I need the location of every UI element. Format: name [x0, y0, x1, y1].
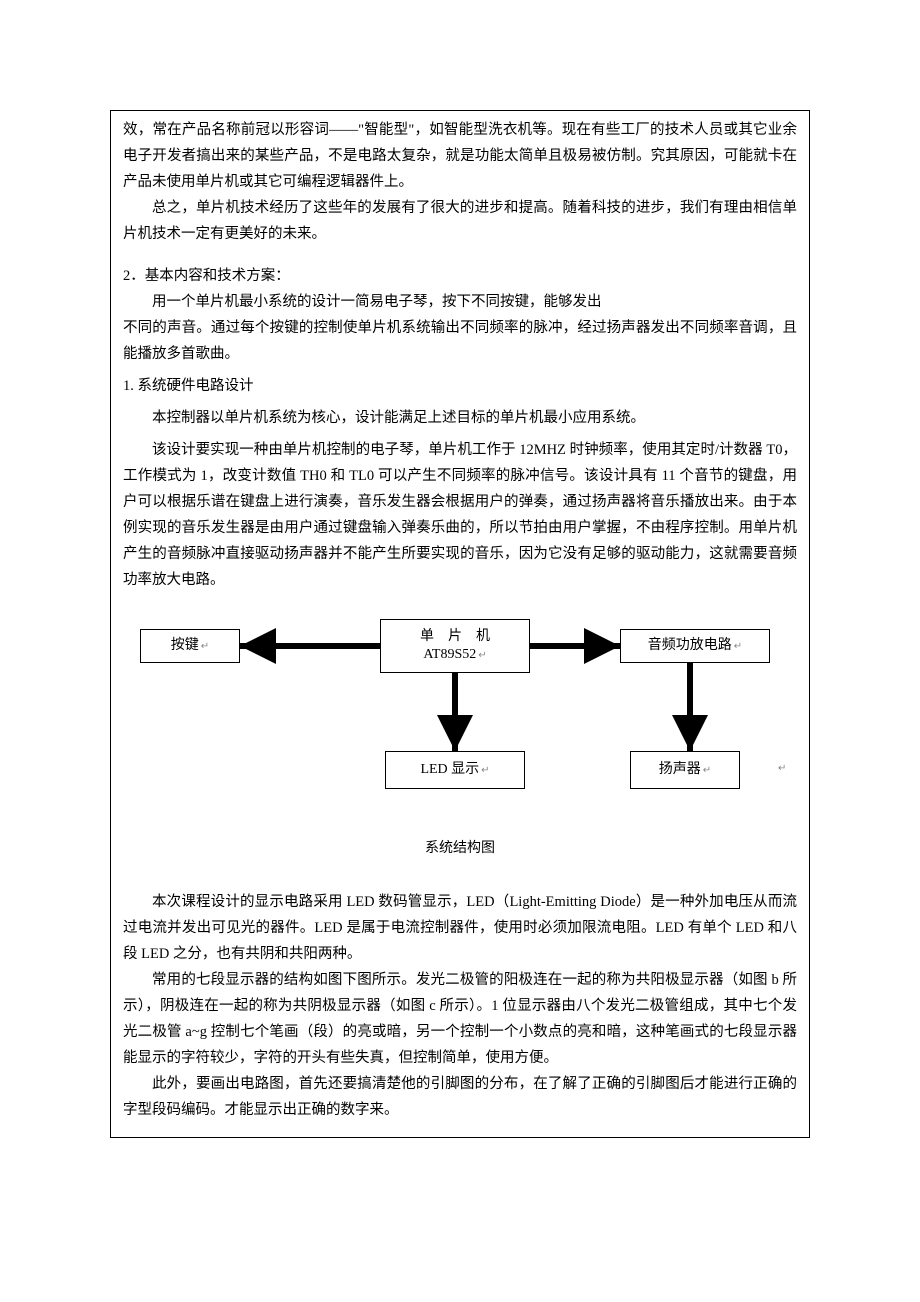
spacer: [123, 247, 797, 263]
section-hw-title: 1. 系统硬件电路设计: [123, 373, 797, 399]
node-keys-label: 按键: [171, 637, 209, 656]
node-mcu-label-2: AT89S52: [423, 646, 486, 665]
section-2-title: 2．基本内容和技术方案：: [123, 263, 797, 289]
content-frame: 效，常在产品名称前冠以形容词——"智能型"，如智能型洗衣机等。现在有些工厂的技术…: [110, 110, 810, 1138]
stray-return-mark: ↵: [778, 763, 786, 774]
node-speaker-label: 扬声器: [659, 761, 711, 780]
node-led-label: LED 显示: [420, 761, 489, 780]
system-structure-diagram: 按键 单 片 机 AT89S52 音频功放电路 LED 显示 扬声器 ↵: [130, 611, 790, 831]
paragraph-7: 常用的七段显示器的结构如图下图所示。发光二极管的阳极连在一起的称为共阳极显示器（…: [123, 967, 797, 1071]
paragraph-2: 总之，单片机技术经历了这些年的发展有了很大的进步和提高。随着科技的进步，我们有理…: [123, 195, 797, 247]
diagram-caption: 系统结构图: [123, 837, 797, 857]
node-mcu: 单 片 机 AT89S52: [380, 619, 530, 673]
node-keys: 按键: [140, 629, 240, 663]
paragraph-3b: 不同的声音。通过每个按键的控制使单片机系统输出不同频率的脉冲，经过扬声器发出不同…: [123, 315, 797, 367]
node-amp-label: 音频功放电路: [648, 637, 742, 656]
paragraph-1: 效，常在产品名称前冠以形容词——"智能型"，如智能型洗衣机等。现在有些工厂的技术…: [123, 117, 797, 195]
node-mcu-label-1: 单 片 机: [420, 628, 490, 646]
paragraph-6: 本次课程设计的显示电路采用 LED 数码管显示，LED（Light-Emitti…: [123, 889, 797, 967]
page: 效，常在产品名称前冠以形容词——"智能型"，如智能型洗衣机等。现在有些工厂的技术…: [0, 0, 920, 1258]
node-amp: 音频功放电路: [620, 629, 770, 663]
paragraph-3a: 用一个单片机最小系统的设计一简易电子琴，按下不同按键，能够发出: [123, 289, 797, 315]
paragraph-4: 本控制器以单片机系统为核心，设计能满足上述目标的单片机最小应用系统。: [123, 405, 797, 431]
paragraph-8: 此外，要画出电路图，首先还要搞清楚他的引脚图的分布，在了解了正确的引脚图后才能进…: [123, 1071, 797, 1123]
node-speaker: 扬声器: [630, 751, 740, 789]
node-led: LED 显示: [385, 751, 525, 789]
paragraph-5: 该设计要实现一种由单片机控制的电子琴，单片机工作于 12MHZ 时钟频率，使用其…: [123, 437, 797, 593]
spacer: [123, 857, 797, 873]
spacer: [123, 873, 797, 889]
